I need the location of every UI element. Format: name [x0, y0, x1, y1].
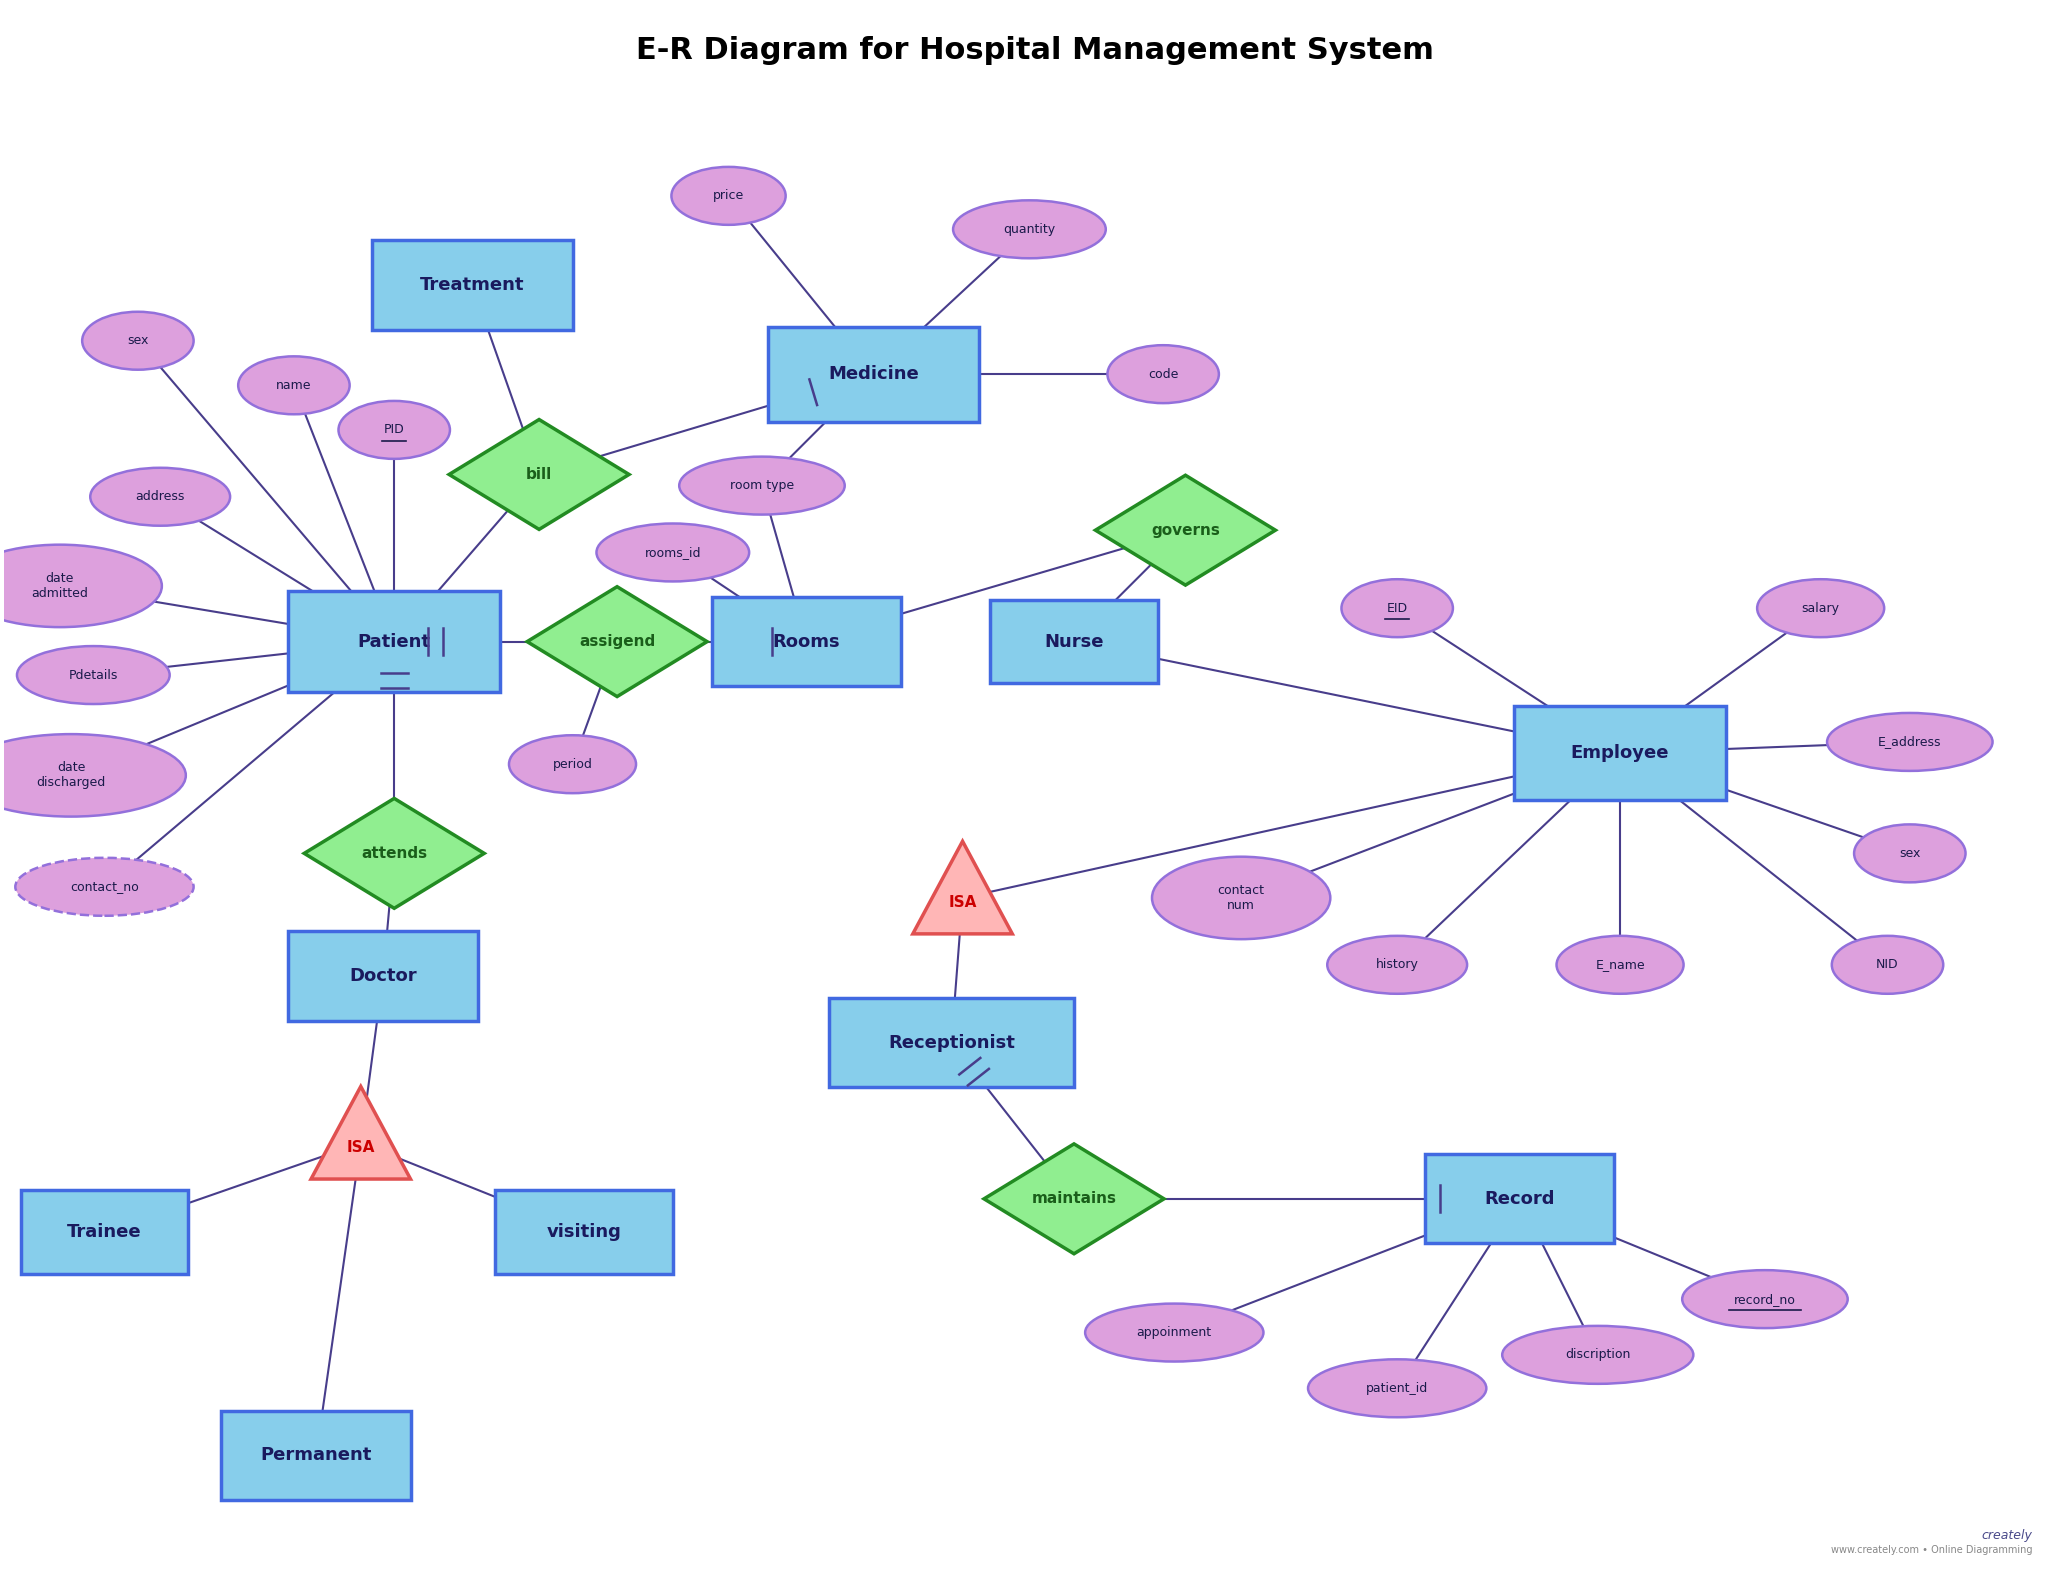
- Text: sex: sex: [126, 333, 149, 348]
- Ellipse shape: [0, 735, 186, 816]
- FancyBboxPatch shape: [21, 1191, 188, 1274]
- Text: room type: room type: [731, 480, 795, 492]
- Text: www.creately.com • Online Diagramming: www.creately.com • Online Diagramming: [1830, 1545, 2033, 1556]
- FancyBboxPatch shape: [288, 931, 478, 1021]
- Text: ISA: ISA: [346, 1140, 375, 1155]
- Ellipse shape: [679, 456, 845, 514]
- Text: Doctor: Doctor: [350, 967, 416, 985]
- FancyBboxPatch shape: [828, 999, 1074, 1087]
- Text: bill: bill: [526, 467, 553, 481]
- Ellipse shape: [1557, 936, 1683, 994]
- Polygon shape: [304, 799, 484, 908]
- Text: NID: NID: [1875, 958, 1898, 971]
- Text: maintains: maintains: [1031, 1191, 1116, 1206]
- Ellipse shape: [1683, 1269, 1849, 1328]
- Text: address: address: [135, 491, 184, 503]
- Text: Nurse: Nurse: [1043, 632, 1103, 651]
- Text: Pdetails: Pdetails: [68, 669, 118, 681]
- Text: E-R Diagram for Hospital Management System: E-R Diagram for Hospital Management Syst…: [635, 36, 1435, 66]
- Text: rooms_id: rooms_id: [644, 546, 702, 558]
- Text: Trainee: Trainee: [66, 1224, 141, 1241]
- FancyBboxPatch shape: [373, 241, 573, 330]
- Text: E_name: E_name: [1596, 958, 1646, 971]
- Text: assigend: assigend: [580, 634, 656, 650]
- FancyBboxPatch shape: [221, 1411, 412, 1499]
- Text: EID: EID: [1387, 602, 1408, 615]
- Ellipse shape: [1828, 713, 1993, 771]
- Ellipse shape: [952, 200, 1105, 258]
- Text: salary: salary: [1801, 602, 1840, 615]
- FancyBboxPatch shape: [495, 1191, 673, 1274]
- Polygon shape: [1095, 475, 1275, 585]
- Ellipse shape: [91, 467, 230, 525]
- Ellipse shape: [596, 524, 749, 582]
- Ellipse shape: [14, 857, 195, 915]
- Text: Rooms: Rooms: [772, 632, 840, 651]
- Ellipse shape: [671, 167, 787, 225]
- Polygon shape: [310, 1087, 410, 1180]
- Ellipse shape: [1327, 936, 1468, 994]
- Text: governs: governs: [1151, 522, 1219, 538]
- Text: sex: sex: [1898, 846, 1921, 860]
- FancyBboxPatch shape: [1513, 706, 1726, 801]
- Text: discription: discription: [1565, 1348, 1631, 1361]
- Text: Treatment: Treatment: [420, 275, 524, 294]
- Ellipse shape: [83, 311, 195, 370]
- Polygon shape: [528, 587, 708, 697]
- Text: PID: PID: [383, 423, 404, 436]
- Text: contact_no: contact_no: [70, 881, 139, 893]
- Text: creately: creately: [1981, 1529, 2033, 1542]
- Text: Patient: Patient: [358, 632, 431, 651]
- Text: patient_id: patient_id: [1366, 1381, 1428, 1395]
- FancyBboxPatch shape: [768, 327, 979, 422]
- Text: Record: Record: [1484, 1189, 1555, 1208]
- Text: record_no: record_no: [1735, 1293, 1797, 1306]
- Text: code: code: [1149, 368, 1178, 381]
- Text: visiting: visiting: [546, 1224, 621, 1241]
- Text: quantity: quantity: [1004, 223, 1056, 236]
- Ellipse shape: [17, 647, 170, 705]
- Ellipse shape: [509, 735, 635, 793]
- Ellipse shape: [1832, 936, 1944, 994]
- Text: attends: attends: [360, 846, 426, 860]
- FancyBboxPatch shape: [712, 598, 900, 686]
- Text: history: history: [1377, 958, 1418, 971]
- FancyBboxPatch shape: [1424, 1155, 1615, 1243]
- Text: period: period: [553, 758, 592, 771]
- Text: appoinment: appoinment: [1136, 1326, 1211, 1339]
- Text: price: price: [712, 189, 743, 203]
- Text: name: name: [275, 379, 313, 392]
- Text: Medicine: Medicine: [828, 365, 919, 384]
- Text: ISA: ISA: [948, 895, 977, 909]
- FancyBboxPatch shape: [288, 591, 501, 692]
- Text: Permanent: Permanent: [261, 1446, 373, 1464]
- Text: date
admitted: date admitted: [31, 573, 89, 599]
- Text: Receptionist: Receptionist: [888, 1033, 1014, 1052]
- Ellipse shape: [1503, 1326, 1693, 1384]
- Ellipse shape: [1855, 824, 1966, 882]
- Ellipse shape: [0, 544, 161, 628]
- Ellipse shape: [1757, 579, 1884, 637]
- Polygon shape: [449, 420, 629, 530]
- Ellipse shape: [1107, 344, 1219, 403]
- Polygon shape: [983, 1144, 1163, 1254]
- Ellipse shape: [1308, 1359, 1486, 1417]
- Ellipse shape: [1085, 1304, 1263, 1362]
- Ellipse shape: [1341, 579, 1453, 637]
- Text: date
discharged: date discharged: [37, 761, 106, 790]
- Text: contact
num: contact num: [1217, 884, 1265, 912]
- Ellipse shape: [238, 357, 350, 414]
- Ellipse shape: [339, 401, 449, 459]
- Ellipse shape: [1153, 857, 1331, 939]
- FancyBboxPatch shape: [989, 599, 1157, 683]
- Text: Employee: Employee: [1571, 744, 1668, 761]
- Polygon shape: [913, 842, 1012, 934]
- Text: E_address: E_address: [1877, 736, 1942, 749]
